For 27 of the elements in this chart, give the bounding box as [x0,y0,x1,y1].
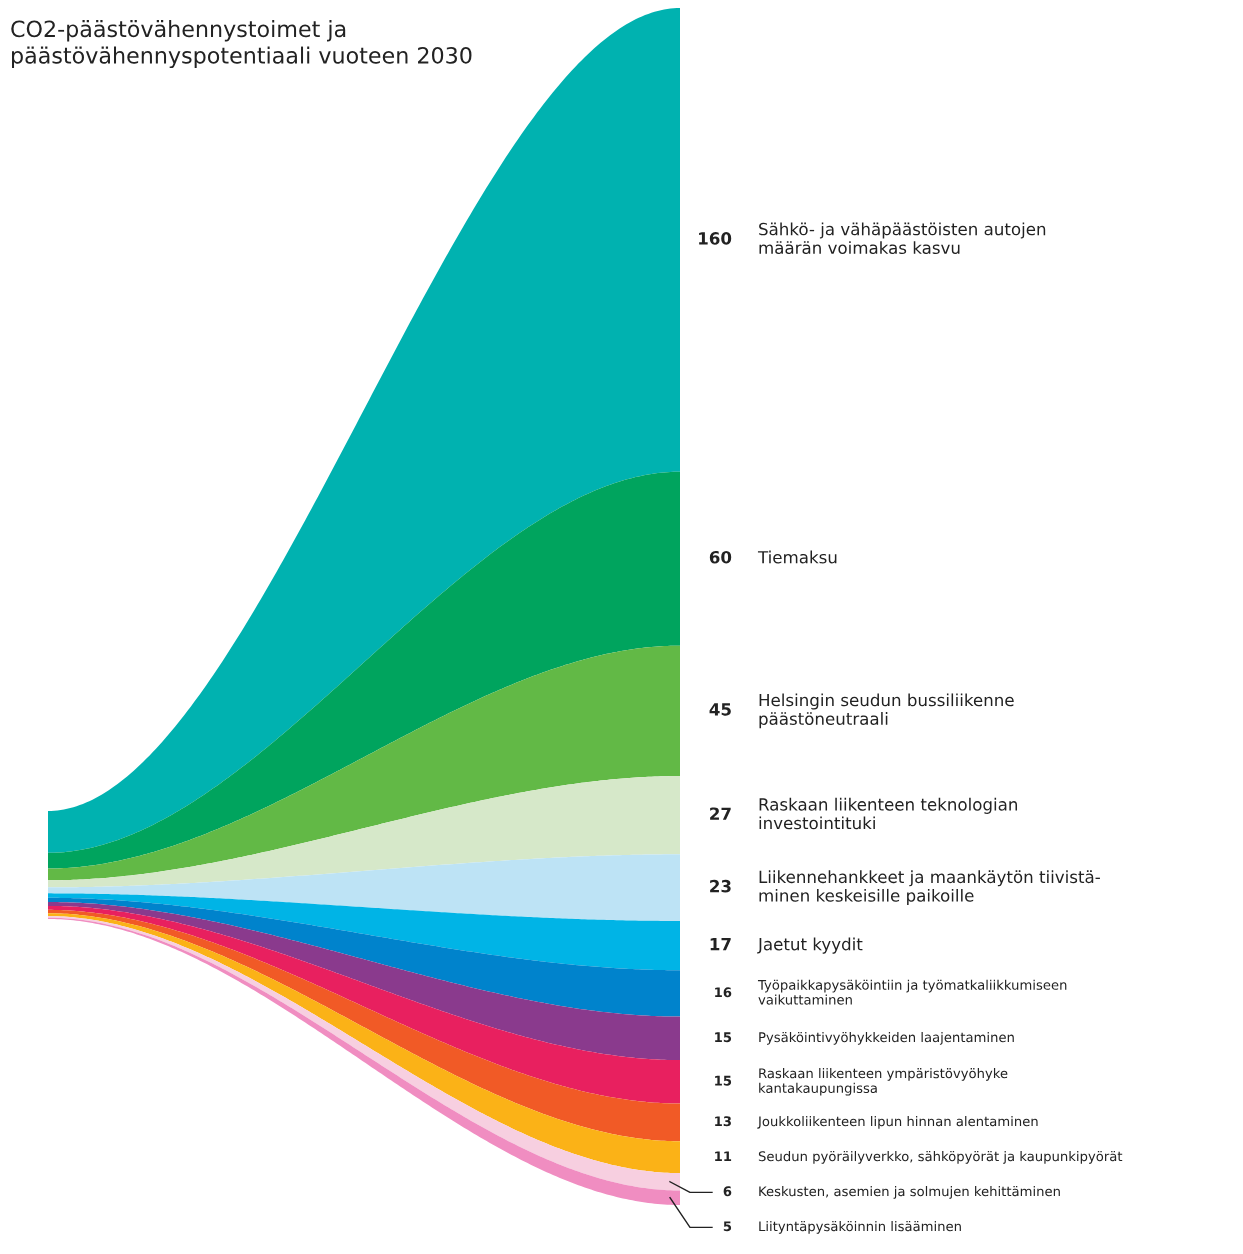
category-label: Helsingin seudun bussiliikenne päästöneutraali [759,693,1014,729]
data-label: 11 [715,1151,732,1162]
data-label: 17 [710,938,731,951]
category-label: Raskaan liikenteen teknologian investointituki [759,797,1018,830]
data-label: 160 [699,232,732,245]
data-label: 60 [709,550,732,564]
category-label: Sähkö- ja vähäpäästöisten autojen määrän voimakas kasvu [759,222,1046,255]
data-label: 15 [715,1032,732,1043]
text: CO2-päästövähennystoimet ja päästövähennyspotentiaali vuoteen 2030 [11,20,472,69]
category-label: Liityntäpysäköinnin lisääminen [759,1221,961,1234]
data-label: 23 [710,879,731,893]
category-label: Keskusten, asemien ja solmujen kehittäminen [759,1186,1060,1199]
category-label: Jaetut kyydit [757,937,863,954]
category-label: Joukkoliikenteen lipun hinnan alentaminen [757,1116,1038,1129]
data-label: 27 [710,807,731,820]
data-label: 6 [723,1186,732,1197]
data-label: 15 [715,1075,732,1086]
data-label: 13 [715,1116,731,1127]
category-label: Seudun pyöräilyverkko, sähköpyörät ja kaupunkipyörät [758,1151,1123,1164]
category-label: Pysäköintivyöhykkeiden laajentaminen [759,1031,1014,1045]
category-label: Tiemaksu [757,550,837,564]
data-label: 5 [723,1221,732,1232]
data-label: 16 [715,987,732,998]
category-label: Raskaan liikenteen ympäristövyöhyke kantakaupungissa [759,1068,1008,1096]
category-label: Työpaikkapysäköintiin ja työmatkaliikkumiseen vaikuttaminen [757,979,1067,1005]
category-label: Liikennehankkeet ja maankäytön tiivistä- minen keskeisille paikoille [759,870,1100,906]
data-label: 45 [709,703,731,716]
